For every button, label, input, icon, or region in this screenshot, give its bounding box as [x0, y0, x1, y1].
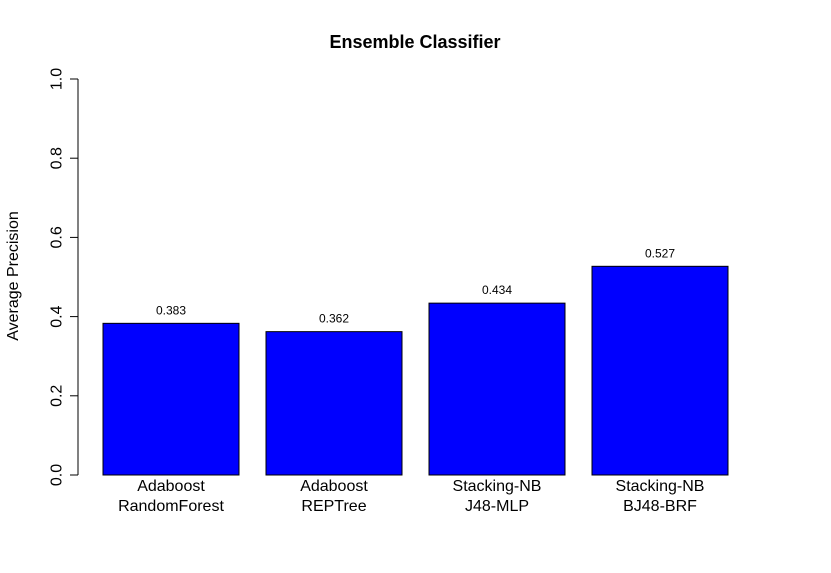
bars-group — [102, 265, 729, 476]
value-labels-group: 0.383 0.362 0.434 0.527 — [156, 246, 675, 325]
x-tick-label: Stacking-NB — [616, 478, 705, 495]
x-tick-label: REPTree — [301, 498, 366, 515]
x-tick-label: BJ48-BRF — [623, 498, 697, 515]
bar-value-label: 0.383 — [156, 303, 186, 317]
category-labels-group: Adaboost RandomForest Adaboost REPTree Stack… — [118, 478, 704, 515]
bar — [265, 331, 403, 476]
y-tick-label: 0.8 — [49, 147, 66, 169]
chart-title: Ensemble Classifier — [329, 32, 500, 52]
bar — [591, 265, 729, 476]
y-tick-label: 1.0 — [49, 68, 66, 90]
y-tick-label: 0.0 — [49, 464, 66, 486]
bar — [102, 322, 240, 476]
y-tick-label: 0.4 — [49, 305, 66, 327]
y-axis-label: Average Precision — [5, 211, 22, 341]
y-tick-label: 0.2 — [49, 385, 66, 407]
x-tick-label: Adaboost — [137, 478, 205, 495]
x-tick-label: Adaboost — [300, 478, 368, 495]
x-tick-label: Stacking-NB — [453, 478, 542, 495]
bar — [428, 302, 566, 476]
y-tick-label: 0.6 — [49, 226, 66, 248]
bar-value-label: 0.362 — [319, 312, 349, 326]
y-axis: 0.0 0.2 0.4 0.6 0.8 1.0 — [49, 68, 79, 486]
bar-value-label: 0.527 — [645, 246, 675, 260]
x-tick-label: J48-MLP — [465, 498, 529, 515]
bar-value-label: 0.434 — [482, 283, 512, 297]
x-tick-label: RandomForest — [118, 498, 224, 515]
